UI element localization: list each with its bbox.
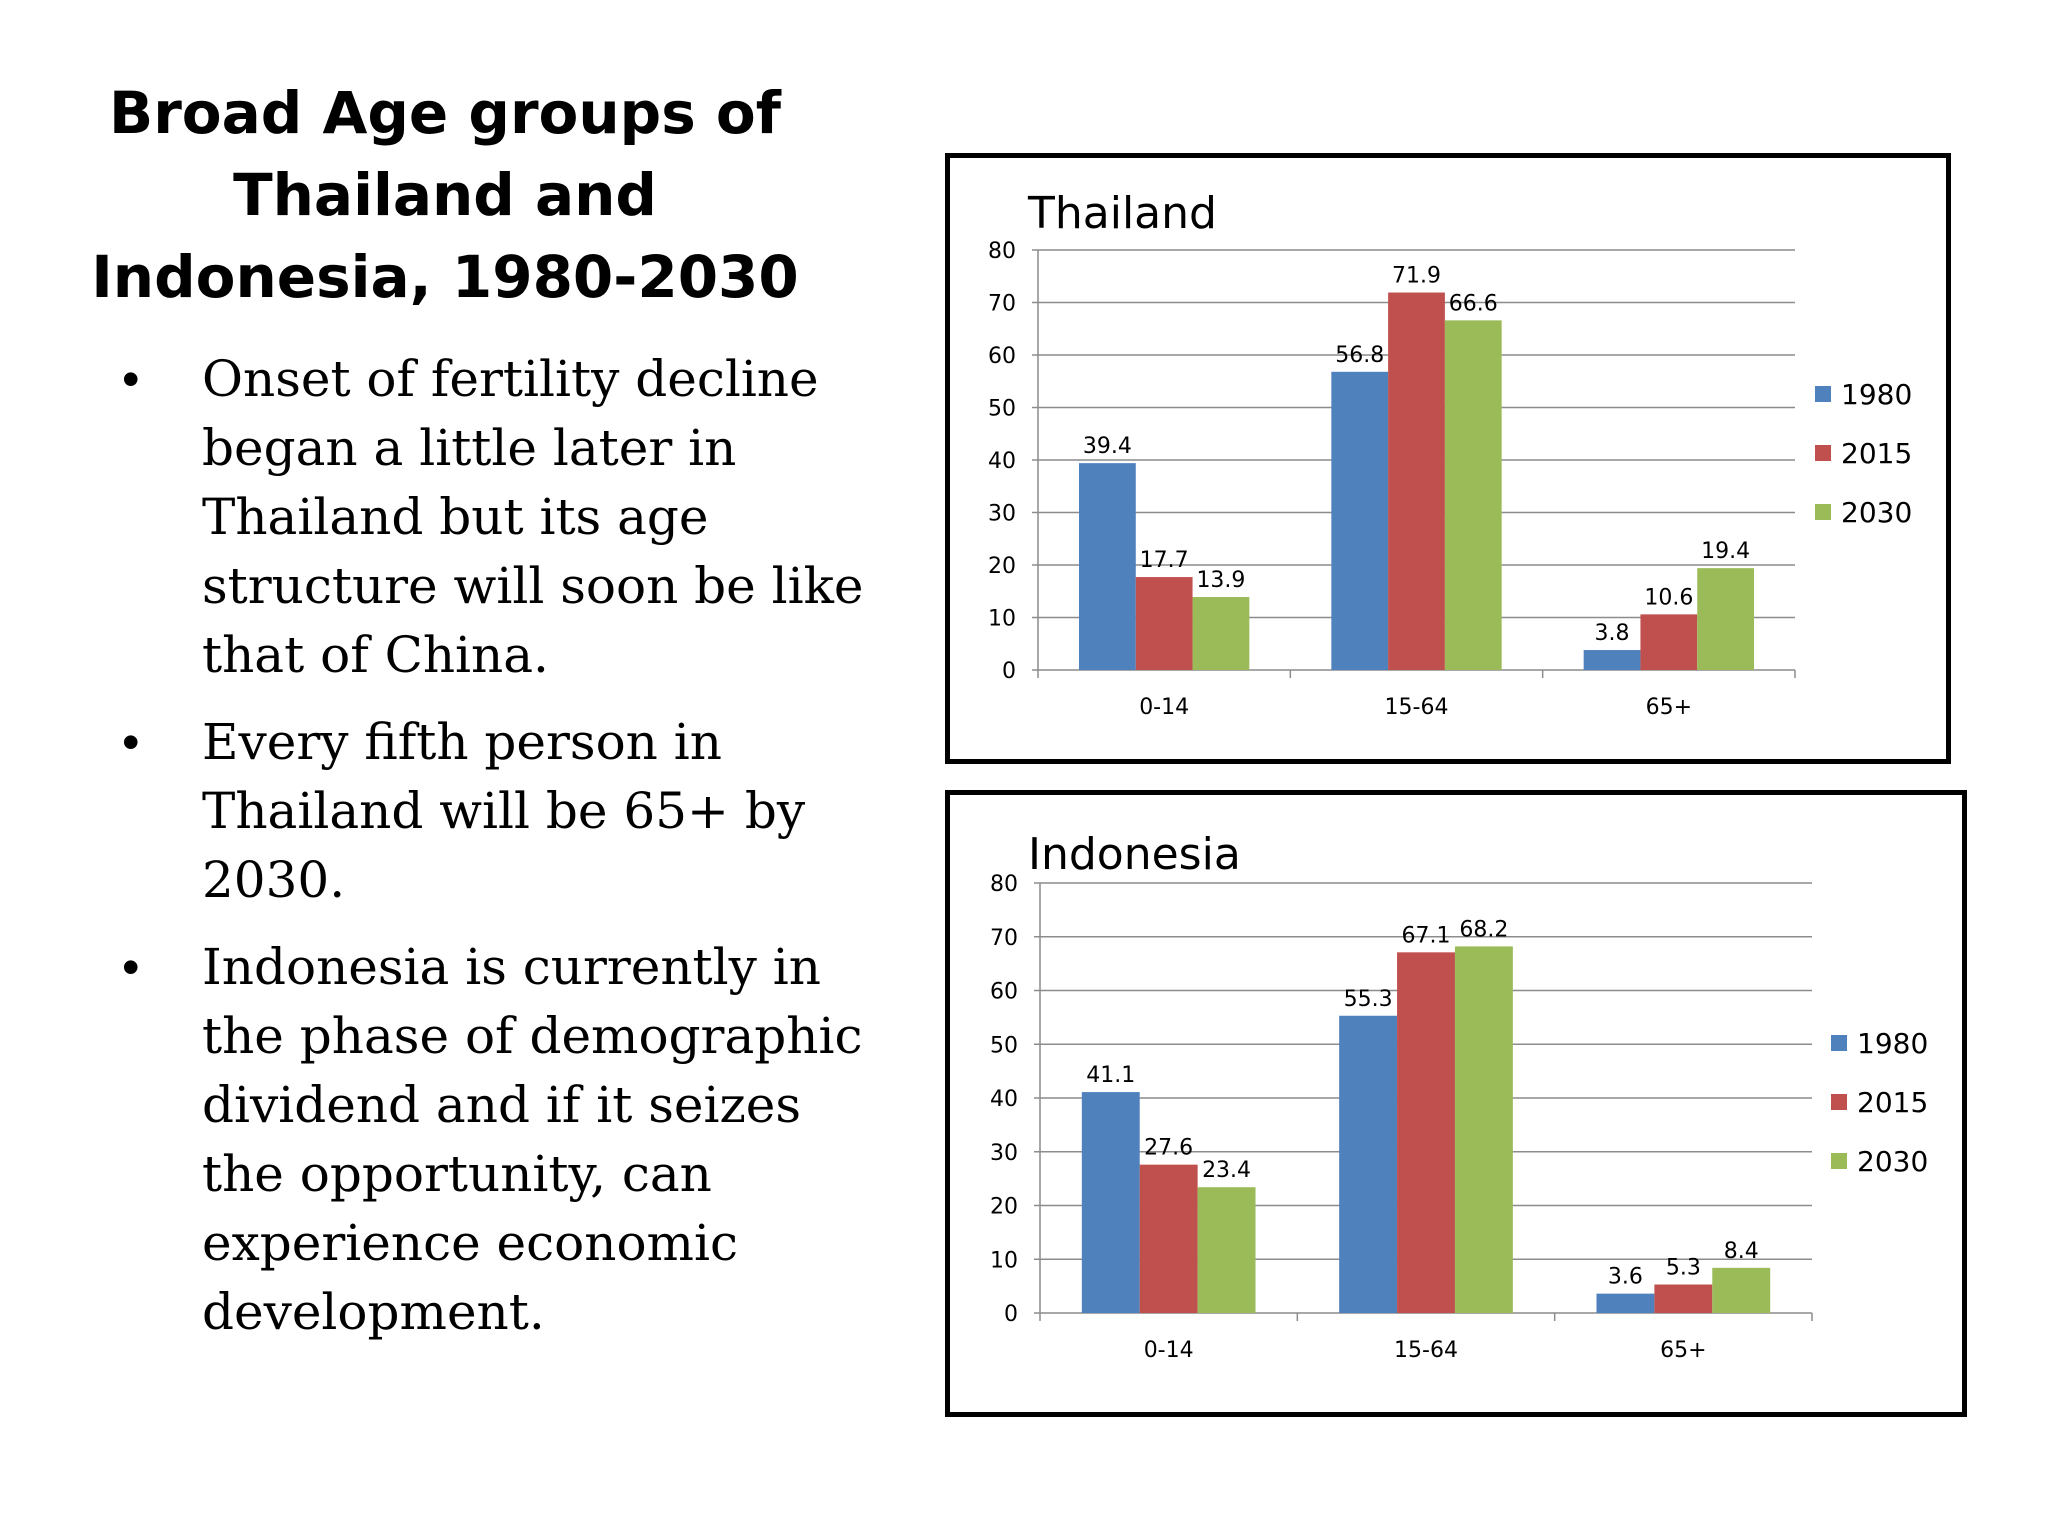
thailand-legend-swatch (1815, 386, 1831, 402)
thailand-data-label: 19.4 (1701, 539, 1750, 564)
indonesia-y-tick-label: 70 (990, 926, 1018, 951)
indonesia-legend-label: 1980 (1857, 1027, 1928, 1060)
indonesia-legend-swatch (1831, 1035, 1847, 1051)
indonesia-y-tick-label: 0 (1004, 1302, 1018, 1327)
indonesia-legend-label: 2030 (1857, 1145, 1928, 1178)
thailand-x-tick-label: 0-14 (1139, 695, 1189, 720)
indonesia-x-tick-label: 65+ (1660, 1338, 1706, 1363)
indonesia-y-tick-label: 60 (990, 980, 1018, 1005)
thailand-y-tick-label: 0 (1002, 659, 1016, 684)
thailand-bar-1980-15-64 (1331, 371, 1389, 670)
indonesia-x-tick-label: 0-14 (1144, 1338, 1194, 1363)
slide-title-line-3: Indonesia, 1980-2030 (91, 243, 799, 311)
thailand-data-label: 3.8 (1595, 621, 1630, 646)
thailand-legend-label: 2030 (1841, 496, 1912, 529)
indonesia-data-label: 41.1 (1086, 1063, 1135, 1088)
thailand-chart-svg: Thailand0102030405060708039.417.713.90-1… (988, 188, 1912, 720)
thailand-bar-2015-15-64 (1388, 292, 1445, 670)
indonesia-x-tick-label: 15-64 (1394, 1338, 1458, 1363)
thailand-x-tick-label: 65+ (1646, 695, 1692, 720)
indonesia-legend-label: 2015 (1857, 1086, 1928, 1119)
indonesia-y-tick-label: 30 (990, 1141, 1018, 1166)
indonesia-chart-title: Indonesia (1028, 829, 1241, 880)
indonesia-data-label: 67.1 (1402, 923, 1451, 948)
thailand-legend-swatch (1815, 504, 1831, 520)
thailand-bar-2030-15-64 (1444, 320, 1502, 670)
indonesia-legend-swatch (1831, 1094, 1847, 1110)
thailand-y-tick-label: 40 (988, 449, 1016, 474)
indonesia-bar-2015-0-14 (1139, 1164, 1198, 1313)
thailand-legend-label: 1980 (1841, 378, 1912, 411)
thailand-bar-1980-0-14 (1079, 463, 1136, 670)
indonesia-bar-2030-65+ (1712, 1267, 1771, 1313)
indonesia-data-label: 27.6 (1144, 1136, 1193, 1161)
slide-title-line-1: Broad Age groups of (108, 79, 781, 147)
indonesia-bar-1980-65+ (1596, 1293, 1655, 1313)
indonesia-data-label: 5.3 (1666, 1256, 1701, 1281)
indonesia-data-label: 3.6 (1608, 1265, 1643, 1290)
slide-title-line-2: Thailand and (233, 161, 657, 229)
thailand-x-tick-label: 15-64 (1385, 695, 1449, 720)
thailand-y-tick-label: 60 (988, 344, 1016, 369)
thailand-data-label: 13.9 (1196, 568, 1245, 593)
thailand-bar-2015-65+ (1640, 614, 1698, 670)
thailand-y-tick-label: 10 (988, 607, 1016, 632)
indonesia-data-label: 68.2 (1459, 917, 1508, 942)
thailand-data-label: 17.7 (1140, 548, 1189, 573)
bullet-item: • Onset of fertility decline began a lit… (110, 345, 870, 690)
indonesia-chart-svg: Indonesia0102030405060708041.127.623.40-… (990, 829, 1928, 1363)
indonesia-data-label: 23.4 (1202, 1158, 1251, 1183)
indonesia-bar-2030-15-64 (1454, 946, 1513, 1313)
indonesia-bar-2030-0-14 (1197, 1187, 1256, 1313)
indonesia-y-tick-label: 80 (990, 872, 1018, 897)
bullet-list: • Onset of fertility decline began a lit… (110, 345, 870, 1365)
bullet-dot-icon: • (122, 939, 140, 995)
indonesia-bar-1980-0-14 (1081, 1092, 1140, 1313)
thailand-y-tick-label: 70 (988, 292, 1016, 317)
thailand-data-label: 71.9 (1392, 264, 1441, 289)
bullet-dot-icon: • (122, 351, 140, 407)
indonesia-y-tick-label: 20 (990, 1195, 1018, 1220)
indonesia-y-tick-label: 40 (990, 1087, 1018, 1112)
thailand-data-label: 39.4 (1083, 434, 1132, 459)
thailand-y-tick-label: 20 (988, 554, 1016, 579)
thailand-data-label: 66.6 (1449, 291, 1498, 316)
thailand-bar-2030-65+ (1697, 568, 1754, 670)
thailand-chart: Thailand 0 10 20 30 40 50 60 70 80 39.4 17.7 13.9 0-1… (945, 153, 1951, 764)
slide-title: Broad Age groups of Thailand and Indones… (90, 72, 800, 318)
thailand-chart-title: Thailand (1027, 188, 1217, 239)
indonesia-y-tick-label: 10 (990, 1248, 1018, 1273)
thailand-data-label: 56.8 (1335, 343, 1384, 368)
thailand-data-label: 10.6 (1644, 585, 1693, 610)
thailand-y-tick-label: 50 (988, 397, 1016, 422)
indonesia-legend-swatch (1831, 1153, 1847, 1169)
thailand-legend-swatch (1815, 445, 1831, 461)
indonesia-bar-2015-65+ (1654, 1284, 1713, 1313)
thailand-y-tick-label: 30 (988, 502, 1016, 527)
indonesia-bar-1980-15-64 (1339, 1015, 1398, 1313)
indonesia-data-label: 8.4 (1724, 1239, 1759, 1264)
thailand-bar-2030-0-14 (1192, 597, 1250, 670)
bullet-item: • Indonesia is currently in the phase of… (110, 933, 870, 1347)
bullet-text: Every fifth person in Thailand will be 6… (202, 713, 806, 909)
bullet-text: Indonesia is currently in the phase of d… (202, 938, 863, 1341)
thailand-y-tick-label: 80 (988, 239, 1016, 264)
thailand-bar-2015-0-14 (1135, 577, 1193, 670)
bullet-item: • Every fifth person in Thailand will be… (110, 708, 870, 915)
thailand-legend-label: 2015 (1841, 437, 1912, 470)
indonesia-data-label: 55.3 (1344, 987, 1393, 1012)
thailand-bar-1980-65+ (1583, 650, 1641, 670)
indonesia-y-tick-label: 50 (990, 1033, 1018, 1058)
indonesia-bar-2015-15-64 (1397, 952, 1455, 1313)
bullet-text: Onset of fertility decline began a littl… (202, 350, 864, 684)
indonesia-chart: Indonesia 0 10 20 30 40 50 60 70 80 41.1 27.6 23.4 0-… (945, 790, 1967, 1417)
bullet-dot-icon: • (122, 714, 140, 770)
